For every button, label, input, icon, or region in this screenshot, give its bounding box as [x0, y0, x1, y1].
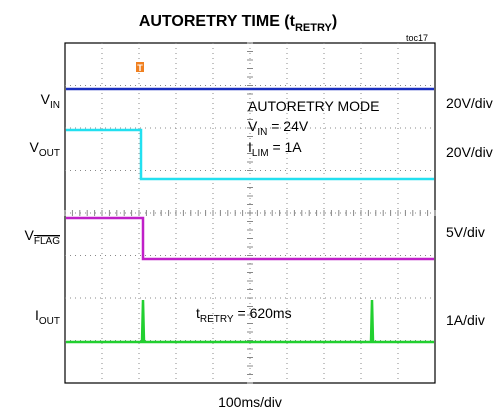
iout-label: IOUT	[35, 307, 60, 327]
iout-trace	[66, 299, 434, 344]
vflag-label: VFLAG	[25, 227, 61, 247]
vflag-trace	[66, 216, 434, 261]
iout-scale: 1A/div	[446, 312, 485, 328]
trigger-label: T	[137, 63, 143, 73]
screen	[64, 42, 436, 384]
ilim-annotation: ILIM = 1A	[248, 139, 302, 159]
vin-label: VIN	[41, 91, 60, 111]
mode-annotation: AUTORETRY MODE	[248, 98, 379, 114]
trigger-marker	[136, 62, 144, 72]
vout-label: VOUT	[30, 139, 60, 159]
time-scale: 100ms/div	[218, 394, 282, 410]
vin-annotation: VIN = 24V	[248, 118, 309, 138]
vflag-scale: 5V/div	[446, 224, 485, 240]
vout-scale: 20V/div	[446, 144, 493, 160]
tretry-annotation: tRETRY = 620ms	[196, 305, 292, 325]
vout-trace	[66, 128, 434, 181]
title: AUTORETRY TIME (tRETRY)	[139, 13, 337, 34]
vin-scale: 20V/div	[446, 95, 493, 111]
figure-id: toc17	[406, 33, 428, 43]
